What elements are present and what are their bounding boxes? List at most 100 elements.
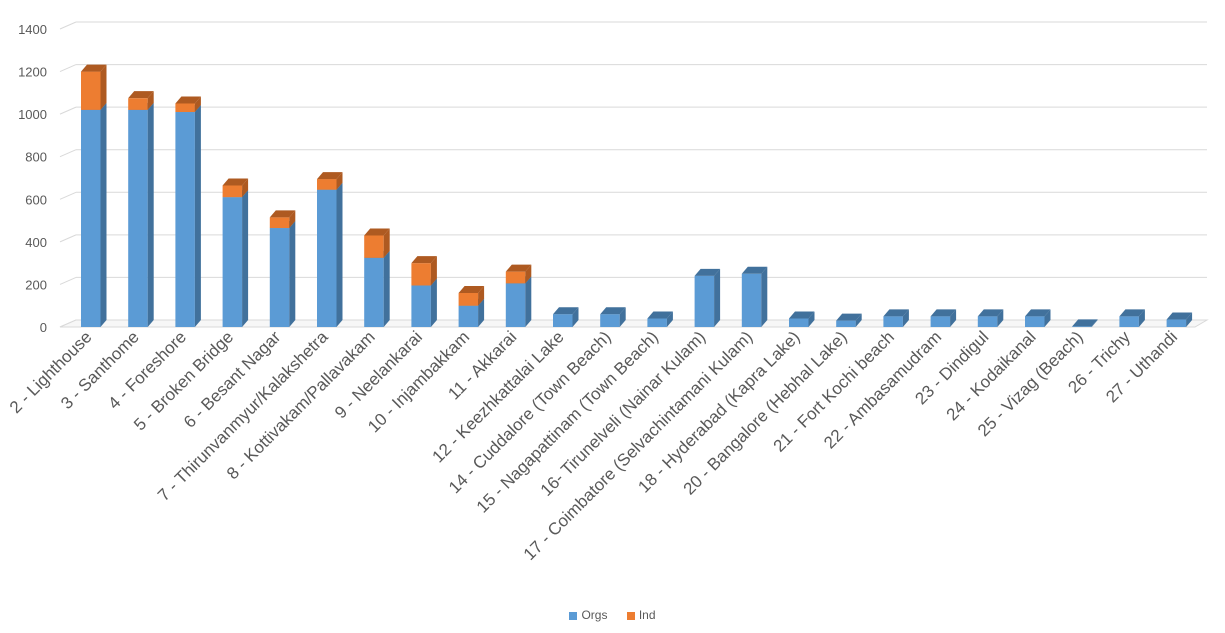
bar-front xyxy=(411,263,431,286)
bar-side xyxy=(478,285,485,306)
bar-top xyxy=(553,307,579,315)
bars xyxy=(81,64,1193,327)
bar-front xyxy=(836,320,856,327)
bar-side xyxy=(525,264,532,284)
bar-top xyxy=(222,178,249,186)
bar-top xyxy=(883,309,909,317)
bar-front xyxy=(458,292,479,306)
bar-ind xyxy=(269,210,296,229)
bar-front xyxy=(128,98,148,110)
bar-side xyxy=(1186,312,1193,327)
bar-orgs xyxy=(411,278,437,327)
bar-ind xyxy=(458,285,485,306)
bar-ind xyxy=(505,264,532,284)
x-tick-label: 7 - Thirunvanmyur/Kalakshetra xyxy=(154,327,332,505)
bar-front xyxy=(789,318,809,327)
bar-side xyxy=(289,221,296,327)
bar-orgs xyxy=(600,307,626,327)
bar-side xyxy=(383,228,390,258)
bar-front xyxy=(317,179,337,190)
y-tick-label: 1200 xyxy=(18,65,47,80)
bar-side xyxy=(242,178,249,198)
gridlines xyxy=(59,21,1207,328)
bar-side xyxy=(100,102,107,327)
bar-top xyxy=(789,311,815,319)
bar-top xyxy=(600,307,626,315)
bar-top xyxy=(1119,309,1145,317)
legend-item-orgs: Orgs xyxy=(569,608,607,622)
bar-orgs xyxy=(1072,319,1098,327)
bar-side xyxy=(902,309,909,327)
bar-side xyxy=(761,266,768,327)
bar-top xyxy=(128,91,154,99)
gridline-side xyxy=(59,149,77,158)
bar-ind xyxy=(411,256,437,286)
bar-orgs xyxy=(81,102,107,327)
gridline-side xyxy=(59,64,77,73)
bar-side xyxy=(1091,319,1098,327)
bar-side xyxy=(478,298,485,327)
bar-front xyxy=(128,109,148,327)
bar-orgs xyxy=(175,105,201,327)
y-axis-ticks: 0 200 400 600 800 1000 1200 1400 xyxy=(18,22,47,335)
bar-top xyxy=(411,256,437,264)
gridline-side xyxy=(59,276,77,285)
legend-label-orgs: Orgs xyxy=(581,608,608,622)
bar-top xyxy=(694,268,721,276)
bar-side xyxy=(666,311,673,327)
chart-legend: Orgs Ind xyxy=(0,608,1225,622)
bar-orgs xyxy=(1119,309,1145,327)
bar-top xyxy=(1072,319,1098,327)
bar-side xyxy=(525,276,532,327)
y-tick-label: 800 xyxy=(25,150,47,165)
bar-side xyxy=(1044,309,1051,327)
bar-side xyxy=(194,96,201,113)
bar-top xyxy=(458,285,485,293)
bar-top xyxy=(647,311,673,319)
bar-front xyxy=(364,235,384,258)
bar-orgs xyxy=(317,182,343,327)
bar-side xyxy=(430,278,437,327)
bar-ind xyxy=(81,64,107,110)
y-tick-label: 1000 xyxy=(18,107,47,122)
bar-orgs xyxy=(647,311,673,327)
bar-front xyxy=(269,228,290,327)
bar-top xyxy=(81,64,107,72)
bar-orgs xyxy=(222,190,249,327)
bar-side xyxy=(430,256,437,286)
bar-front xyxy=(364,257,384,327)
bar-side xyxy=(242,190,249,327)
bar-orgs xyxy=(741,266,768,327)
bar-front xyxy=(317,189,337,327)
y-tick-label: 1400 xyxy=(18,22,47,37)
bar-top xyxy=(1025,309,1051,317)
bar-front xyxy=(175,103,195,113)
bar-front xyxy=(411,285,431,327)
bar-side xyxy=(714,268,721,327)
bar-side xyxy=(194,105,201,327)
gridline-side xyxy=(59,21,77,30)
bar-top xyxy=(505,264,532,272)
bar-top xyxy=(317,172,343,180)
bar-front xyxy=(81,71,101,110)
bar-side xyxy=(572,307,579,327)
bar-orgs xyxy=(505,276,532,327)
bar-orgs xyxy=(789,311,815,327)
bar-top xyxy=(175,96,201,104)
bar-side xyxy=(1138,309,1145,327)
y-tick-label: 200 xyxy=(25,277,47,292)
bar-side xyxy=(147,91,154,110)
legend-label-ind: Ind xyxy=(638,608,656,622)
bar-side xyxy=(997,309,1004,327)
bar-front xyxy=(977,316,998,327)
y-tick-label: 400 xyxy=(25,235,47,250)
bar-top xyxy=(1166,312,1193,320)
chart-floor xyxy=(59,319,1209,328)
bar-front xyxy=(694,275,715,327)
bar-orgs xyxy=(836,313,862,327)
bar-top xyxy=(930,309,957,317)
bar-side xyxy=(289,210,296,229)
bar-orgs xyxy=(364,250,390,327)
bar-front xyxy=(81,109,101,327)
